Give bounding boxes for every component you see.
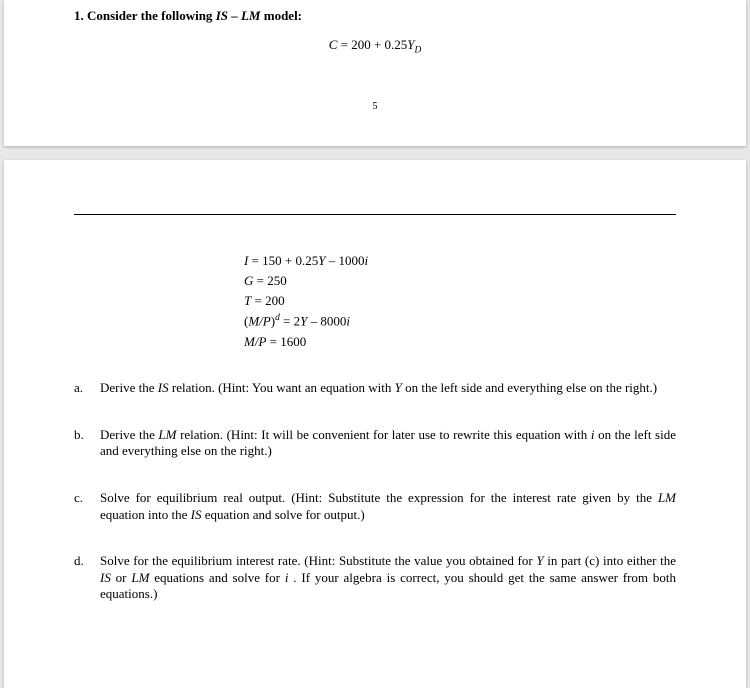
part-c-mid: equation into the <box>100 507 191 522</box>
part-d-pre: Solve for the equilibrium interest rate.… <box>100 553 536 568</box>
part-a: a. Derive the IS relation. (Hint: You wa… <box>74 380 676 397</box>
question-lead: Consider the following <box>87 8 216 23</box>
question-tail: model: <box>264 8 302 23</box>
part-d-mid3: equations and solve for <box>149 570 284 585</box>
part-a-rel: IS <box>158 380 169 395</box>
eq-ms-rhs: = 1600 <box>266 334 306 349</box>
equation-ms: M/P = 1600 <box>244 332 676 352</box>
part-b-rel: LM <box>158 427 176 442</box>
eq-md-isym: i <box>346 314 350 329</box>
part-d-sym: Y <box>536 553 543 568</box>
eq-c-sym: Y <box>407 37 414 52</box>
part-c-rel2: IS <box>191 507 202 522</box>
equation-block: I = 150 + 0.25Y – 1000i G = 250 T = 200 … <box>244 251 676 352</box>
part-d-body: Solve for the equilibrium interest rate.… <box>100 553 676 603</box>
part-d-rel2: LM <box>131 570 149 585</box>
part-b-post: relation. (Hint: It will be convenient f… <box>176 427 590 442</box>
part-a-tail: on the left side and everything else on … <box>402 380 657 395</box>
eq-ms-lhs: M/P <box>244 334 266 349</box>
eq-g-rhs: = 250 <box>253 273 286 288</box>
part-c-letter: c. <box>74 490 100 523</box>
part-d-letter: d. <box>74 553 100 603</box>
page-gap <box>0 146 750 160</box>
part-c-tail: equation and solve for output.) <box>201 507 364 522</box>
part-d-mid2: or <box>111 570 132 585</box>
eq-t-rhs: = 200 <box>251 293 284 308</box>
part-b-body: Derive the LM relation. (Hint: It will b… <box>100 427 676 460</box>
part-c: c. Solve for equilibrium real output. (H… <box>74 490 676 523</box>
part-d: d. Solve for the equilibrium interest ra… <box>74 553 676 603</box>
part-b: b. Derive the LM relation. (Hint: It wil… <box>74 427 676 460</box>
equation-t: T = 200 <box>244 291 676 311</box>
eq-c-sub: D <box>415 46 422 56</box>
part-a-letter: a. <box>74 380 100 397</box>
question-title: 1. Consider the following IS – LM model: <box>74 0 676 24</box>
equation-g: G = 250 <box>244 271 676 291</box>
part-c-body: Solve for equilibrium real output. (Hint… <box>100 490 676 523</box>
part-a-pre: Derive the <box>100 380 158 395</box>
part-b-pre: Derive the <box>100 427 158 442</box>
document-viewport: 1. Consider the following IS – LM model:… <box>0 0 750 688</box>
eq-md-rhs: = 2 <box>280 314 300 329</box>
subparts-list: a. Derive the IS relation. (Hint: You wa… <box>74 380 676 603</box>
eq-c-rhs: = 200 + 0.25 <box>337 37 407 52</box>
eq-g-lhs: G <box>244 273 253 288</box>
part-a-post: relation. (Hint: You want an equation wi… <box>169 380 395 395</box>
part-c-rel1: LM <box>658 490 676 505</box>
part-a-body: Derive the IS relation. (Hint: You want … <box>100 380 657 397</box>
top-rule <box>74 214 676 215</box>
eq-i-tail: – 1000 <box>326 253 365 268</box>
equation-c: C = 200 + 0.25YD <box>74 37 676 56</box>
model-name: IS – LM <box>216 8 261 23</box>
part-b-letter: b. <box>74 427 100 460</box>
part-d-mid1: in part (c) into either the <box>544 553 676 568</box>
equation-i: I = 150 + 0.25Y – 1000i <box>244 251 676 271</box>
question-number: 1. <box>74 8 84 23</box>
page-2: I = 150 + 0.25Y – 1000i G = 250 T = 200 … <box>4 160 746 688</box>
part-d-rel1: IS <box>100 570 111 585</box>
part-a-sym: Y <box>395 380 402 395</box>
eq-i-rhs: = 150 + 0.25 <box>248 253 318 268</box>
eq-i-isym: i <box>365 253 369 268</box>
equation-md: (M/P)d = 2Y – 8000i <box>244 311 676 331</box>
page-1: 1. Consider the following IS – LM model:… <box>4 0 746 146</box>
eq-i-sym: Y <box>318 253 325 268</box>
part-c-pre: Solve for equilibrium real output. (Hint… <box>100 490 658 505</box>
eq-md-tail: – 8000 <box>307 314 346 329</box>
eq-md-mp: M/P <box>248 314 270 329</box>
page-number: 5 <box>4 101 746 112</box>
